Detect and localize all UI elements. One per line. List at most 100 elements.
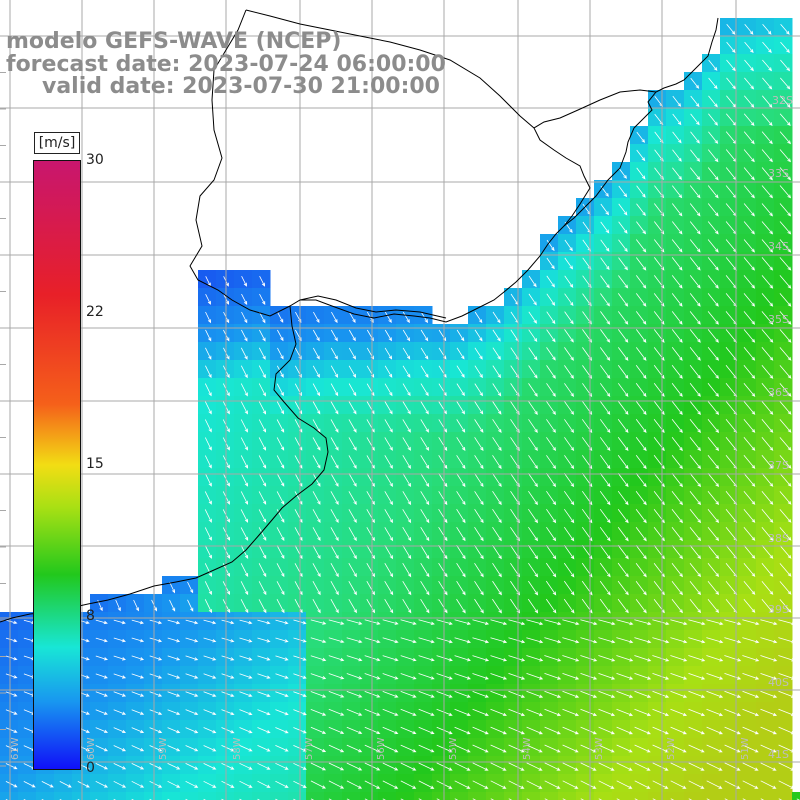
- wind-arrow: [310, 762, 327, 771]
- wind-arrow: [149, 691, 163, 697]
- wind-arrow: [707, 167, 719, 181]
- wind-arrow: [312, 419, 321, 433]
- wind-arrow: [743, 203, 755, 217]
- wind-arrow: [743, 347, 756, 361]
- wind-arrow: [672, 167, 682, 181]
- wind-arrow: [310, 637, 327, 643]
- wind-arrow: [544, 673, 562, 680]
- wind-arrow: [490, 780, 507, 789]
- wind-arrow: [402, 562, 412, 578]
- wind-arrow: [688, 655, 706, 662]
- wind-arrow: [762, 41, 772, 53]
- wind-speed-cell: [126, 792, 145, 800]
- wind-arrow: [761, 329, 774, 343]
- wind-arrow: [131, 637, 145, 643]
- wind-speed-cell: [324, 792, 343, 800]
- wind-arrow: [330, 473, 339, 487]
- wind-arrow: [275, 691, 289, 697]
- wind-arrow: [59, 781, 72, 788]
- wind-arrow: [257, 727, 271, 734]
- wind-arrow: [259, 329, 266, 342]
- wind-arrow: [402, 473, 412, 487]
- wind-arrow: [456, 365, 465, 378]
- wind-arrow: [240, 401, 248, 415]
- wind-arrow: [779, 491, 792, 505]
- border-uruguay-argentina: [189, 9, 291, 317]
- wind-arrow: [221, 619, 235, 625]
- wind-arrow: [490, 619, 508, 625]
- wind-arrow: [384, 437, 393, 451]
- wind-arrow: [508, 619, 526, 626]
- wind-arrow: [671, 526, 683, 542]
- wind-arrow: [5, 619, 18, 624]
- wind-arrow: [761, 383, 774, 397]
- wind-arrow: [690, 77, 700, 89]
- wind-arrow: [276, 419, 285, 433]
- wind-arrow: [240, 527, 249, 541]
- wind-arrow: [779, 185, 792, 199]
- wind-arrow: [257, 691, 271, 697]
- wind-arrow: [544, 780, 561, 789]
- wind-speed-cell: [396, 792, 415, 800]
- lon-label: 51W: [740, 737, 751, 760]
- wind-arrow: [508, 690, 526, 698]
- wind-arrow: [707, 185, 719, 199]
- wind-arrow: [672, 149, 682, 162]
- wind-arrow: [598, 673, 616, 680]
- wind-arrow: [761, 293, 774, 307]
- wind-arrow: [780, 41, 790, 53]
- wind-arrow: [167, 709, 181, 715]
- wind-arrow: [761, 509, 774, 523]
- wind-arrow: [779, 545, 792, 559]
- wind-arrow: [671, 508, 683, 524]
- wind-arrow: [688, 619, 706, 626]
- wind-arrow: [544, 762, 561, 771]
- wind-arrow: [778, 637, 796, 644]
- wind-arrow: [616, 762, 633, 771]
- wind-arrow: [635, 526, 647, 542]
- wind-arrow: [384, 473, 393, 487]
- lat-label: 35S: [768, 313, 789, 326]
- wind-arrow: [564, 347, 574, 361]
- wind-arrow: [634, 655, 652, 662]
- wind-arrow: [258, 563, 267, 578]
- wind-arrow: [652, 690, 670, 698]
- wind-speed-cell: [648, 792, 667, 800]
- wind-arrow: [185, 655, 199, 661]
- wind-arrow: [546, 472, 557, 488]
- wind-arrow: [508, 762, 525, 771]
- wind-arrow: [670, 673, 688, 680]
- wind-arrow: [474, 544, 484, 560]
- wind-arrow: [689, 293, 701, 307]
- wind-arrow: [205, 329, 212, 342]
- wind-arrow: [420, 455, 430, 469]
- wind-arrow: [438, 508, 448, 524]
- wind-arrow: [239, 780, 253, 788]
- wind-arrow: [599, 598, 611, 614]
- wind-arrow: [545, 580, 557, 596]
- wind-arrow: [348, 563, 357, 578]
- wind-arrow: [617, 526, 629, 542]
- wind-arrow: [257, 655, 271, 661]
- wind-arrow: [474, 455, 484, 470]
- wind-arrow: [454, 691, 471, 698]
- wind-arrow: [259, 276, 266, 287]
- wind-arrow: [456, 419, 466, 433]
- wind-arrow: [41, 781, 54, 788]
- wind-arrow: [546, 365, 556, 379]
- wind-arrow: [778, 673, 796, 680]
- wind-arrow: [5, 637, 18, 643]
- wind-arrow: [203, 619, 217, 625]
- wind-arrow: [672, 113, 682, 126]
- wind-arrow: [546, 490, 557, 506]
- wind-arrow: [492, 473, 502, 488]
- wind-arrow: [580, 690, 598, 698]
- wind-arrow: [258, 365, 266, 379]
- wind-arrow: [743, 455, 756, 469]
- wind-arrow: [402, 365, 411, 378]
- wind-arrow: [258, 527, 267, 541]
- wind-arrow: [167, 637, 181, 643]
- wind-arrow: [707, 329, 719, 343]
- wind-arrow: [508, 744, 525, 753]
- wind-arrow: [743, 167, 755, 181]
